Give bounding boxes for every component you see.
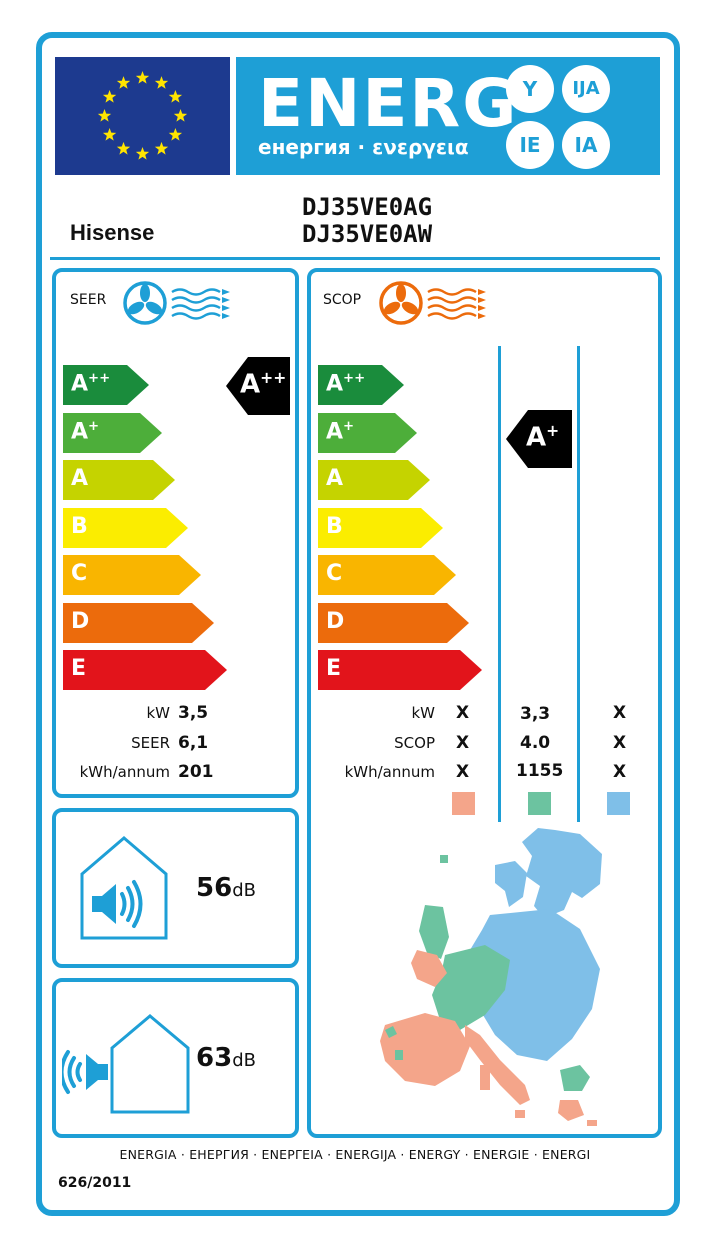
cold-zone-swatch [607, 792, 630, 815]
heating-class-bar-label: C [326, 561, 343, 586]
eu-star-icon [154, 76, 169, 89]
eu-flag [55, 57, 230, 175]
indoor-noise-number: 56 [196, 873, 233, 903]
cooling-class-bar-label: E [71, 656, 87, 681]
cooling-class-bar-label: A++ [71, 371, 111, 397]
average-zone-scop: 4.0 [520, 733, 551, 753]
seer-label: SEER [70, 292, 107, 308]
cooling-class-bar: D [63, 602, 214, 643]
heat-row-label-kwh: kWh/annum [344, 763, 435, 781]
cooling-class-bar-label: A+ [71, 418, 100, 444]
cool-row-value-seer: 6,1 [178, 733, 209, 753]
heat-row-label-kw: kW [411, 704, 435, 722]
indoor-noise-value: 56dB [196, 873, 256, 903]
cooling-class-indicator: A++ [226, 357, 290, 415]
outdoor-noise-unit: dB [232, 1050, 256, 1071]
heating-class-bar: C [318, 555, 456, 595]
cooling-fan-icon [123, 281, 230, 325]
heating-fan-icon [379, 281, 486, 325]
heating-class-text: A+ [526, 422, 560, 453]
scop-label: SCOP [323, 292, 362, 308]
header-divider [50, 257, 660, 260]
zone-divider-2 [577, 346, 580, 822]
eu-star-icon [135, 71, 150, 84]
cool-row-value-kwh: 201 [178, 762, 214, 782]
heat-row-label-scop: SCOP [394, 734, 435, 752]
eu-stars-icon [97, 71, 188, 160]
heating-class-bar-label: E [326, 656, 342, 681]
outdoor-noise-value: 63dB [196, 1043, 256, 1073]
europe-climate-map-icon [380, 828, 602, 1126]
model-number-2: DJ35VE0AW [302, 220, 433, 248]
eu-star-icon [116, 141, 131, 155]
model-number-1: DJ35VE0AG [302, 193, 433, 221]
energy-subtitle: енергия · ενεργεια [258, 135, 469, 159]
cooling-class-bar-label: B [71, 513, 88, 539]
warm-zone-kwh: X [456, 762, 470, 782]
eu-star-icon [116, 76, 131, 89]
suffix-y: Y [506, 65, 554, 113]
eu-star-icon [173, 109, 188, 122]
cool-row-label-seer: SEER [131, 734, 170, 752]
cooling-class-bar: A [63, 460, 175, 500]
heating-class-bar: D [318, 602, 469, 643]
outdoor-noise-number: 63 [196, 1043, 233, 1073]
eu-star-icon [168, 128, 183, 141]
cooling-class-bar-label: D [71, 608, 90, 634]
heating-class-bar: A [318, 460, 430, 500]
heating-class-bar: A+ [318, 412, 417, 453]
indoor-noise-unit: dB [232, 880, 256, 901]
cool-row-value-kw: 3,5 [178, 703, 209, 723]
suffix-ia: IA [562, 121, 610, 169]
heating-class-bar-label: D [326, 608, 345, 634]
cooling-class-text: A++ [240, 369, 287, 400]
heating-class-bar-label: B [326, 513, 343, 539]
footer-languages: ENERGIA · ЕНЕРГИЯ · ΕΝΕΡΓΕΙΑ · ENERGIJA … [119, 1147, 591, 1162]
eu-star-icon [102, 90, 117, 103]
warm-zone-swatch [452, 792, 475, 815]
eu-star-icon [154, 141, 169, 155]
warm-zone-scop: X [456, 733, 470, 753]
eu-star-icon [97, 109, 112, 122]
cool-row-label-kwh: kWh/annum [79, 763, 170, 781]
cooling-class-bar: C [63, 555, 201, 595]
cooling-class-bar: B [63, 507, 188, 548]
warm-zone-kw: X [456, 703, 470, 723]
eu-star-icon [102, 128, 117, 141]
cold-zone-kwh: X [613, 762, 627, 782]
heating-class-bar-label: A+ [326, 418, 355, 444]
cooling-class-bar: E [63, 650, 227, 690]
heating-class-indicator: A+ [506, 410, 572, 468]
indoor-speaker-icon [80, 836, 168, 940]
cold-zone-scop: X [613, 733, 627, 753]
outdoor-speaker-icon [62, 1014, 190, 1114]
heating-class-bar-label: A++ [326, 371, 366, 397]
cooling-class-bar-label: A [71, 466, 89, 491]
zone-divider-1 [498, 346, 501, 822]
average-zone-swatch [528, 792, 551, 815]
eu-star-icon [135, 147, 150, 160]
suffix-ie: IE [506, 121, 554, 169]
regulation-number: 626/2011 [58, 1175, 132, 1191]
heating-class-bar: B [318, 507, 443, 548]
average-zone-kw: 3,3 [520, 704, 551, 724]
cooling-class-bar: A+ [63, 412, 162, 453]
heating-class-bar: A++ [318, 365, 404, 405]
cold-zone-kw: X [613, 703, 627, 723]
heating-class-bar: E [318, 650, 482, 690]
cooling-class-bar-label: C [71, 561, 88, 586]
heating-class-bar-label: A [326, 466, 344, 491]
indoor-noise-panel [52, 808, 299, 968]
brand-name: Hisense [70, 220, 155, 245]
cooling-class-bar: A++ [63, 365, 149, 405]
eu-star-icon [168, 90, 183, 103]
energy-header: ENERG енергия · ενεργεια Y IJA IE IA [236, 57, 660, 175]
suffix-ija: IJA [562, 65, 610, 113]
cool-row-label-kw: kW [146, 704, 170, 722]
average-zone-kwh: 1155 [516, 761, 564, 781]
energy-title: ENERG [258, 65, 519, 142]
